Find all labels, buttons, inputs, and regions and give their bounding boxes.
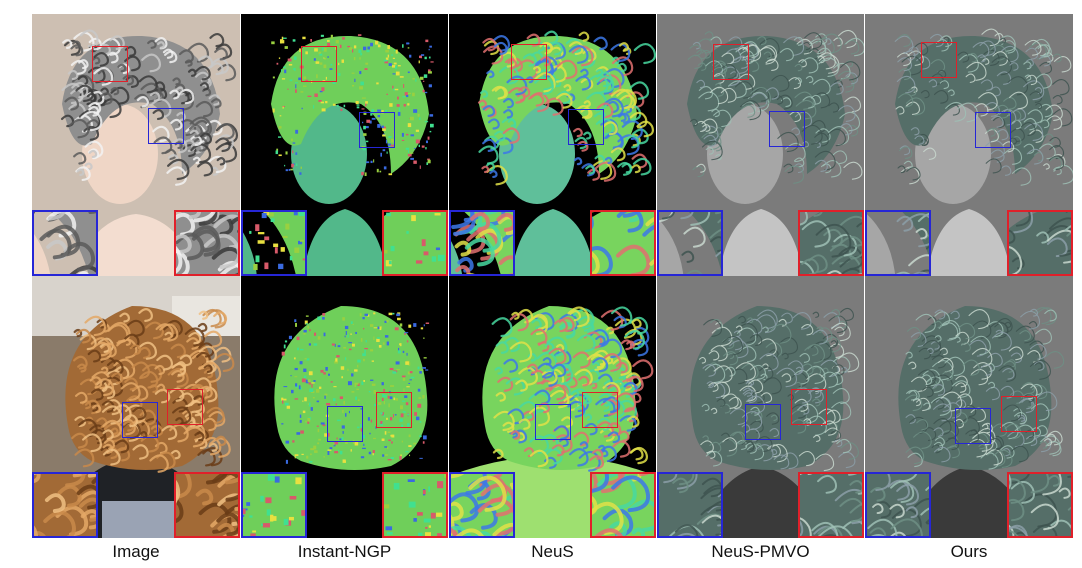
zoom-inset-render xyxy=(592,474,654,536)
zoom-inset-render xyxy=(659,474,721,536)
roi-box-red xyxy=(791,389,827,425)
caption-neus-pmvo: NeuS-PMVO xyxy=(711,542,810,561)
caption-neus: NeuS xyxy=(531,542,574,561)
zoom-inset-render xyxy=(384,474,446,536)
zoom-inset-render xyxy=(800,212,862,274)
zoom-inset-red xyxy=(1007,472,1073,538)
panel-doll-curly-gray-hair-neus xyxy=(449,14,656,276)
roi-box-red xyxy=(921,42,957,78)
zoom-inset-render xyxy=(34,474,96,536)
zoom-inset-red xyxy=(1007,210,1073,276)
zoom-inset-render xyxy=(243,474,305,536)
zoom-inset-blue xyxy=(32,210,98,276)
zoom-inset-render xyxy=(867,212,929,274)
roi-box-red xyxy=(301,46,337,82)
zoom-inset-render xyxy=(592,212,654,274)
zoom-inset-render xyxy=(867,474,929,536)
roi-box-blue xyxy=(975,112,1011,148)
panel-person-curly-brown-hair-neus-pmvo xyxy=(657,276,864,538)
zoom-inset-blue xyxy=(32,472,98,538)
zoom-inset-red xyxy=(174,472,240,538)
roi-box-blue xyxy=(955,408,991,444)
zoom-inset-render xyxy=(176,212,238,274)
roi-box-red xyxy=(511,44,547,80)
roi-box-blue xyxy=(745,404,781,440)
roi-box-red xyxy=(1001,396,1037,432)
roi-box-red xyxy=(167,389,203,425)
panel-person-curly-brown-hair-instant-ngp xyxy=(241,276,448,538)
zoom-inset-blue xyxy=(241,472,307,538)
zoom-inset-red xyxy=(174,210,240,276)
caption-image: Image xyxy=(112,542,160,561)
zoom-inset-render xyxy=(1009,212,1071,274)
panel-doll-curly-gray-hair-ours xyxy=(865,14,1073,276)
panel-person-curly-brown-hair-neus xyxy=(449,276,656,538)
zoom-inset-blue xyxy=(241,210,307,276)
zoom-inset-red xyxy=(590,210,656,276)
zoom-inset-blue xyxy=(657,210,723,276)
roi-box-blue xyxy=(122,402,158,438)
roi-box-red xyxy=(713,44,749,80)
zoom-inset-red xyxy=(590,472,656,538)
roi-box-red xyxy=(376,392,412,428)
roi-box-blue xyxy=(769,111,805,147)
panel-person-curly-brown-hair-image xyxy=(32,276,240,538)
zoom-inset-red xyxy=(798,210,864,276)
zoom-inset-red xyxy=(798,472,864,538)
roi-box-blue xyxy=(535,404,571,440)
zoom-inset-blue xyxy=(865,472,931,538)
roi-box-blue xyxy=(148,108,184,144)
zoom-inset-blue xyxy=(449,210,515,276)
zoom-inset-render xyxy=(800,474,862,536)
zoom-inset-render xyxy=(176,474,238,536)
panel-doll-curly-gray-hair-instant-ngp xyxy=(241,14,448,276)
zoom-inset-render xyxy=(451,474,513,536)
zoom-inset-render xyxy=(659,212,721,274)
zoom-inset-blue xyxy=(449,472,515,538)
panel-render xyxy=(657,276,864,538)
roi-box-blue xyxy=(568,109,604,145)
panel-doll-curly-gray-hair-neus-pmvo xyxy=(657,14,864,276)
caption-instant-ngp: Instant-NGP xyxy=(297,542,392,561)
panel-doll-curly-gray-hair-image xyxy=(32,14,240,276)
zoom-inset-red xyxy=(382,210,448,276)
zoom-inset-render xyxy=(451,212,513,274)
zoom-inset-render xyxy=(384,212,446,274)
zoom-inset-render xyxy=(34,212,96,274)
roi-box-blue xyxy=(327,406,363,442)
panel-person-curly-brown-hair-ours xyxy=(865,276,1073,538)
zoom-inset-red xyxy=(382,472,448,538)
roi-box-red xyxy=(582,392,618,428)
roi-box-blue xyxy=(359,112,395,148)
zoom-inset-blue xyxy=(865,210,931,276)
caption-ours: Ours xyxy=(950,542,988,561)
zoom-inset-blue xyxy=(657,472,723,538)
panel-render xyxy=(241,14,448,276)
roi-box-red xyxy=(92,46,128,82)
zoom-inset-render xyxy=(1009,474,1071,536)
zoom-inset-render xyxy=(243,212,305,274)
